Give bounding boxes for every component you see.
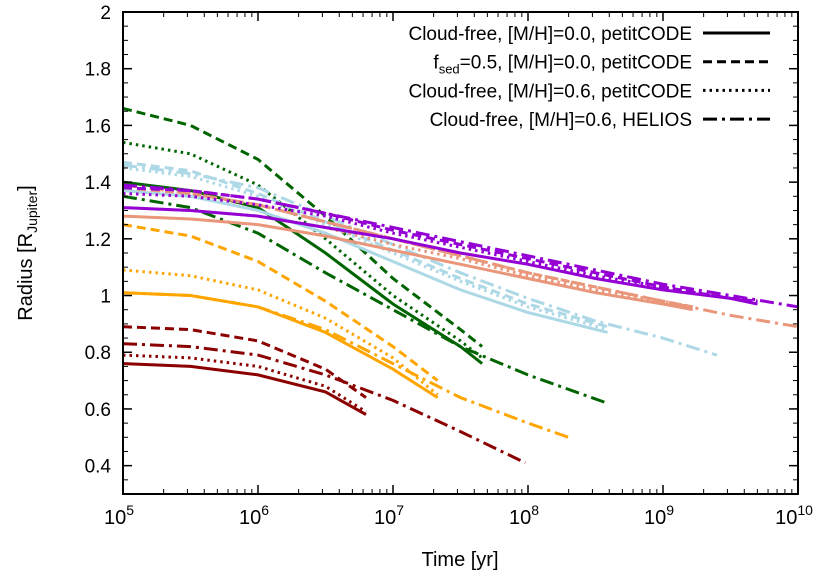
y-tick-label: 1.8 [85,60,111,81]
series-line-16 [122,214,693,312]
legend-label-dotted: Cloud-free, [M/H]=0.6, petitCODE [408,81,692,102]
legend-label-dashdot: Cloud-free, [M/H]=0.6, HELIOS [430,110,692,131]
y-axis-label-end: ] [15,185,37,191]
y-tick-label: 1.6 [85,116,111,137]
x-tick-label: 105 [104,502,134,529]
series-layer [122,106,799,465]
legend-label-solid: Cloud-free, [M/H]=0.0, petitCODE [408,24,692,45]
series-line-15 [122,163,718,357]
series-line-23 [122,183,799,309]
y-tick-label: 1.4 [85,173,112,194]
y-tick-label: 1 [100,287,111,308]
x-tick-label: 1010 [775,502,813,529]
y-tick-label: 0.8 [85,343,111,364]
series-line-0 [122,362,367,416]
series-line-19 [122,183,799,329]
series-line-22 [122,192,758,303]
y-axis-label: Radius [RJupiter] [15,185,40,320]
y-axis-label-main: Radius [R [15,233,37,321]
series-line-2 [122,353,367,414]
series-line-5 [122,223,439,382]
legend-label-dashed: fsed=0.5, [M/H]=0.0, petitCODE [433,53,692,77]
y-tick-label: 0.6 [85,400,111,421]
series-line-3 [122,342,526,465]
series-line-7 [122,291,569,439]
y-tick-label: 2 [100,3,111,24]
x-tick-label: 109 [644,502,674,529]
axes-layer: 0.4 0.6 0.8 1 1.2 1.4 1.6 1.8 2 105 106 107 108 109 10… [85,3,814,529]
series-line-6 [122,268,439,396]
series-line-20 [122,206,758,306]
x-tick-label: 107 [374,502,404,529]
x-tick-label: 108 [509,502,539,529]
y-tick-label: 0.4 [85,457,112,478]
series-line-14 [122,166,609,332]
legend: Cloud-free, [M/H]=0.0, petitCODE fsed=0.5… [408,24,770,131]
x-tick-label: 106 [239,502,269,529]
series-line-1 [122,325,367,399]
x-axis-label: Time [yr] [421,549,498,571]
series-line-11 [122,194,609,405]
series-line-10 [122,140,484,360]
series-line-9 [122,106,484,348]
y-tick-label: 1.2 [85,230,111,251]
y-axis-label-sub: Jupiter [24,191,40,233]
